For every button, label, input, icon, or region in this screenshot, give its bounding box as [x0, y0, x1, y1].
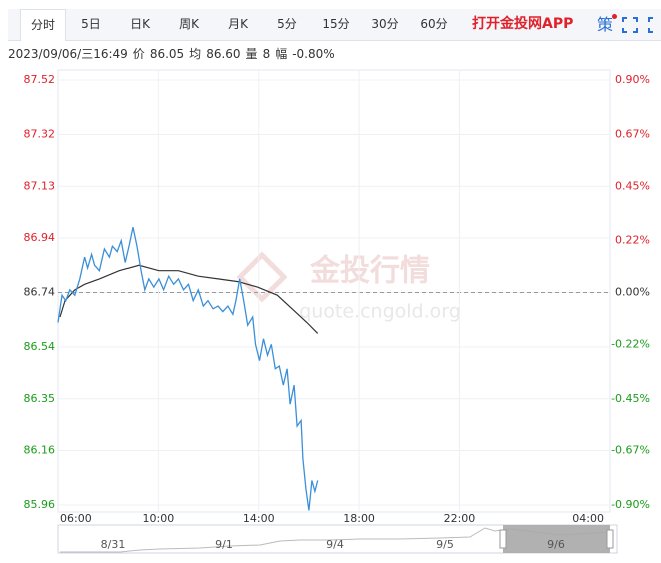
tab[interactable]: 30分	[371, 17, 399, 31]
tab[interactable]: 日K	[130, 17, 150, 31]
info-field: 86.05	[149, 47, 185, 61]
navigator-date: 8/31	[101, 538, 126, 551]
navigator-date: 9/4	[326, 538, 344, 551]
tab[interactable]: 周K	[179, 17, 199, 31]
badge-dot	[612, 14, 617, 19]
info-field: 量	[245, 47, 258, 61]
y-tick-label: 87.32	[24, 127, 56, 140]
x-tick-label: 04:00	[572, 512, 604, 525]
info-field: 均	[189, 47, 202, 61]
y2-tick-label: 0.45%	[615, 179, 650, 192]
y-tick-label: 87.13	[24, 179, 56, 192]
y2-tick-label: -0.67%	[611, 444, 650, 457]
y2-tick-label: 0.22%	[615, 234, 650, 247]
info-field: 价	[132, 47, 145, 61]
x-tick-label: 18:00	[343, 512, 375, 525]
info-field: 幅	[275, 47, 288, 61]
plot-frame	[57, 69, 611, 513]
strategy-icon[interactable]: 策	[597, 15, 614, 34]
y2-tick-label: -0.90%	[611, 498, 650, 511]
tab[interactable]: 60分	[420, 17, 448, 31]
y2-tick-label: 0.67%	[615, 127, 650, 140]
app-link[interactable]: 打开金投网APP	[472, 16, 574, 32]
tab[interactable]: 5日	[81, 17, 101, 31]
tab[interactable]: 15分	[322, 17, 350, 31]
navigator-date: 9/6	[547, 538, 565, 551]
watermark-url: quote.cngold.org	[299, 301, 461, 323]
y-tick-label: 85.96	[24, 498, 56, 511]
info-field: 2023/09/06/三16:49	[8, 47, 128, 61]
y-tick-label: 86.74	[24, 286, 56, 299]
y-tick-label: 87.52	[24, 73, 56, 86]
watermark-logo	[236, 251, 288, 303]
tab-bar: 打开金投网APP 策 分时 5日 日K 周K 月K 5分 15分 30分 60分	[8, 9, 661, 41]
settings-icon[interactable]	[648, 17, 661, 33]
y-tick-label: 86.94	[24, 231, 56, 244]
navigator-date: 9/5	[436, 538, 454, 551]
navigator-window	[503, 525, 610, 553]
info-field: -0.80%	[292, 47, 335, 61]
tab[interactable]: 5分	[277, 17, 297, 31]
navigator-handle[interactable]	[499, 529, 507, 549]
navigator-handle[interactable]	[606, 529, 614, 549]
navigator-date: 9/1	[215, 538, 233, 551]
y-tick-label: 86.16	[24, 444, 56, 457]
info-line: 2023/09/06/三16:49 价 86.05 均 86.60 量 8 幅 -0.80%	[8, 45, 340, 62]
fullscreen-icon[interactable]	[622, 17, 638, 33]
price-line	[59, 264, 319, 334]
y2-tick-label: -0.45%	[611, 392, 650, 405]
info-field: 8	[262, 47, 271, 61]
x-tick-label: 06:00	[60, 512, 92, 525]
price-line	[57, 226, 319, 511]
x-tick-label: 14:00	[243, 512, 275, 525]
tab[interactable]: 月K	[228, 17, 248, 31]
y2-tick-label: 0.00%	[615, 286, 650, 299]
y2-tick-label: 0.90%	[615, 73, 650, 86]
x-tick-label: 22:00	[444, 512, 476, 525]
y-tick-label: 86.54	[24, 340, 56, 353]
y2-tick-label: -0.22%	[611, 337, 650, 350]
info-field: 86.60	[206, 47, 241, 61]
y-tick-label: 86.35	[24, 392, 56, 405]
tab[interactable]: 分时	[20, 9, 66, 41]
x-tick-label: 10:00	[143, 512, 175, 525]
watermark-brand: 金投行情	[309, 254, 430, 289]
navigator-line	[60, 527, 611, 553]
